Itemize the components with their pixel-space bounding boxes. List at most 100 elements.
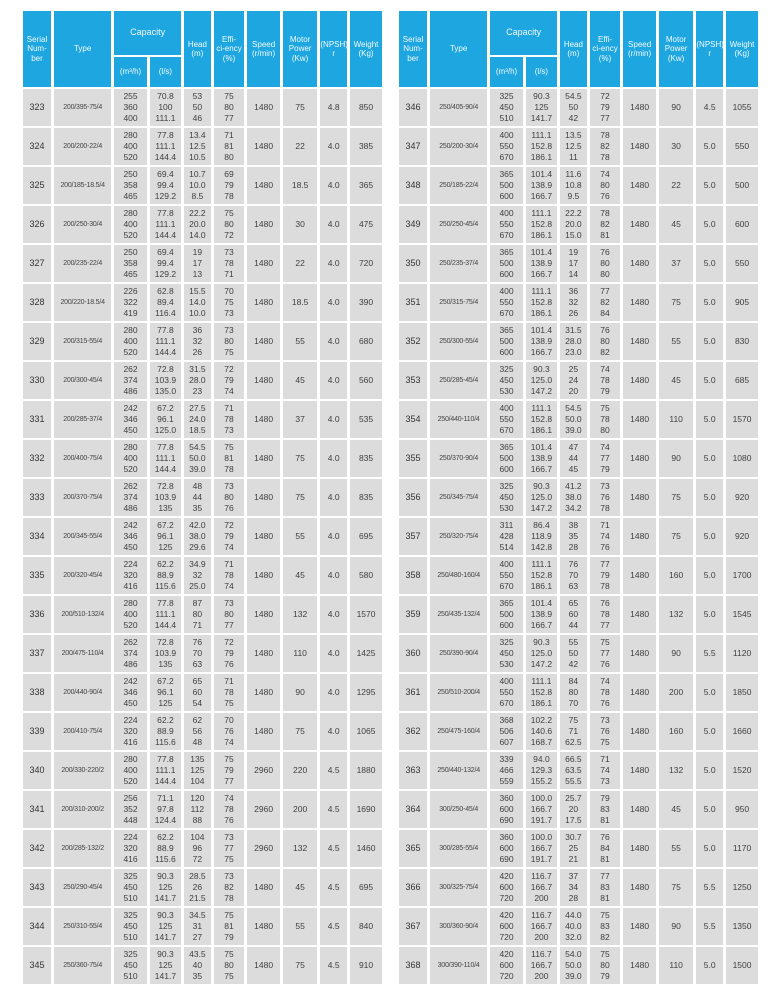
head-value: 25.7 (565, 793, 582, 803)
m3h-value: 400 (499, 286, 514, 296)
eff-value: 75 (600, 637, 610, 647)
head-value: 36 (568, 286, 579, 296)
power-cell: 90 (658, 635, 694, 672)
head-value: 45 (568, 464, 579, 474)
m3h-value: 242 (123, 403, 138, 413)
head-value: 54.0 (565, 949, 582, 959)
m3h-cell: 325 450 510 (114, 908, 147, 945)
serial-cell: 351 (399, 284, 427, 321)
serial-cell: 357 (399, 518, 427, 555)
head-value: 36 (192, 325, 203, 335)
head-value: 125 (190, 765, 205, 775)
ls-value: 152.8 (530, 687, 553, 697)
head-value: 50 (192, 102, 203, 112)
npsh-cell: 5.5 (696, 635, 724, 672)
header-power: Motor Power (Kw) (658, 11, 694, 87)
table-row: 360 250/390-90/4 325 450 530 90.3 125.0 147.2 55… (399, 635, 758, 672)
ls-value: 90.3 (533, 481, 550, 491)
ls-cell: 67.2 96.1 125.0 (149, 401, 182, 438)
table-row: 344 250/310-55/4 325 450 510 90.3 125 141.7 34.5… (23, 908, 382, 945)
power-cell: 90 (282, 674, 318, 711)
serial-cell: 338 (23, 674, 51, 711)
eff-value: 83 (600, 921, 610, 931)
header-weight: Weight (Kg) (726, 11, 758, 87)
head-value: 39.0 (189, 464, 206, 474)
head-value: 31.5 (189, 364, 206, 374)
m3h-cell: 242 346 450 (114, 518, 147, 555)
m3h-value: 400 (499, 208, 514, 218)
m3h-value: 365 (499, 598, 514, 608)
head-cell: 54.5 50.0 39.0 (184, 440, 211, 477)
speed-cell: 1480 (623, 440, 656, 477)
head-value: 135 (190, 754, 205, 764)
eff-cell: 77 82 84 (589, 284, 621, 321)
m3h-cell: 325 450 530 (490, 635, 523, 672)
weight-cell: 600 (726, 206, 758, 243)
serial-cell: 349 (399, 206, 427, 243)
eff-value: 78 (224, 687, 234, 697)
weight-cell: 920 (726, 479, 758, 516)
npsh-cell: 4.5 (320, 752, 348, 789)
head-cell: 36 32 26 (184, 323, 211, 360)
serial-cell: 361 (399, 674, 427, 711)
table-row: 349 250/250-45/4 400 550 670 111.1 152.8 186.1 2… (399, 206, 758, 243)
eff-value: 78 (600, 375, 610, 385)
serial-cell: 330 (23, 362, 51, 399)
m3h-value: 520 (123, 230, 138, 240)
eff-cell: 71 74 76 (589, 518, 621, 555)
ls-value: 152.8 (530, 297, 553, 307)
eff-cell: 75 78 80 (589, 401, 621, 438)
type-cell: 300/250-45/4 (429, 791, 488, 828)
pump-table-left: Serial Num- ber Type Capacity Head (m) Effi-… (20, 9, 385, 986)
eff-value: 72 (600, 91, 610, 101)
head-value: 63.5 (565, 765, 582, 775)
head-value: 24 (568, 375, 579, 385)
ls-value: 186.1 (530, 581, 553, 591)
ls-value: 116.7 (531, 910, 552, 920)
eff-value: 77 (600, 453, 610, 463)
ls-value: 96.1 (157, 414, 174, 424)
header-serial: Serial Num- ber (23, 11, 51, 87)
power-cell: 55 (282, 908, 318, 945)
eff-cell: 71 81 80 (213, 128, 245, 165)
header-speed: Speed (r/min) (623, 11, 656, 87)
npsh-cell: 4.0 (320, 128, 348, 165)
power-cell: 220 (282, 752, 318, 789)
head-cell: 54.5 50.0 39.0 (560, 401, 587, 438)
head-value: 38 (568, 520, 579, 530)
type-cell: 200/235-22/4 (53, 245, 112, 282)
ls-value: 125 (158, 882, 173, 892)
m3h-value: 250 (123, 247, 138, 257)
ls-value: 90.3 (533, 364, 550, 374)
ls-cell: 116.7 166.7 200 (525, 908, 558, 945)
npsh-cell: 5.0 (696, 596, 724, 633)
eff-value: 76 (600, 492, 610, 502)
ls-value: 138.9 (530, 180, 553, 190)
serial-cell: 355 (399, 440, 427, 477)
power-cell: 132 (658, 596, 694, 633)
eff-value: 79 (224, 180, 234, 190)
weight-cell: 1250 (726, 869, 758, 906)
weight-cell: 850 (350, 89, 382, 126)
power-cell: 75 (658, 869, 694, 906)
ls-value: 103.9 (154, 492, 177, 502)
head-value: 19 (192, 247, 203, 257)
ls-value: 147.2 (530, 659, 553, 669)
eff-value: 82 (600, 347, 610, 357)
ls-value: 125.0 (530, 648, 553, 658)
ls-value: 99.4 (157, 180, 174, 190)
m3h-value: 400 (499, 403, 514, 413)
m3h-value: 365 (499, 325, 514, 335)
m3h-value: 486 (123, 503, 138, 513)
ls-value: 124.4 (154, 815, 177, 825)
type-cell: 300/325-75/4 (429, 869, 488, 906)
ls-cell: 62.8 89.4 116.4 (149, 284, 182, 321)
table-row: 354 250/440-110/4 400 550 670 111.1 152.8 186.1… (399, 401, 758, 438)
eff-value: 73 (224, 832, 234, 842)
speed-cell: 1480 (247, 128, 280, 165)
head-cell: 34.9 32 25.0 (184, 557, 211, 594)
m3h-value: 224 (123, 715, 138, 725)
power-cell: 110 (658, 947, 694, 984)
serial-cell: 360 (399, 635, 427, 672)
weight-cell: 695 (350, 518, 382, 555)
